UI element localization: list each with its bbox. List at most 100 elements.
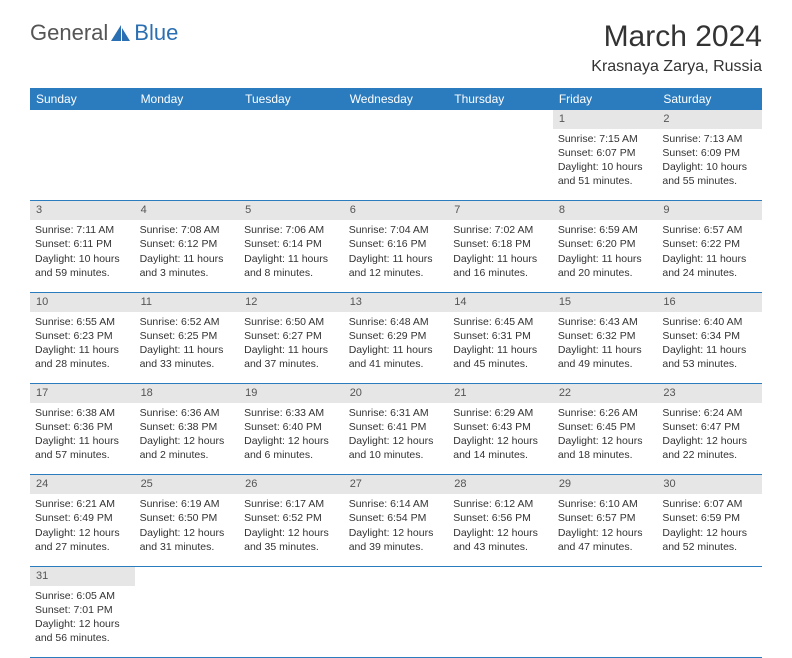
day-cell: Sunrise: 6:07 AMSunset: 6:59 PMDaylight:… [657, 494, 762, 566]
logo-text-blue: Blue [134, 20, 178, 46]
day-number: 25 [135, 475, 240, 494]
daylight-line-1: Daylight: 10 hours [558, 160, 653, 174]
day-cell [135, 129, 240, 201]
daylight-line-1: Daylight: 11 hours [140, 343, 235, 357]
sunrise-line: Sunrise: 6:12 AM [453, 497, 548, 511]
day-number [135, 566, 240, 585]
sunset-line: Sunset: 6:36 PM [35, 420, 130, 434]
day-cell: Sunrise: 6:38 AMSunset: 6:36 PMDaylight:… [30, 403, 135, 475]
sunset-line: Sunset: 6:43 PM [453, 420, 548, 434]
sunrise-line: Sunrise: 6:50 AM [244, 315, 339, 329]
daylight-line-1: Daylight: 12 hours [453, 434, 548, 448]
daylight-line-2: and 18 minutes. [558, 448, 653, 462]
sunset-line: Sunset: 6:07 PM [558, 146, 653, 160]
sunrise-line: Sunrise: 6:05 AM [35, 589, 130, 603]
daylight-line-2: and 37 minutes. [244, 357, 339, 371]
sunrise-line: Sunrise: 6:59 AM [558, 223, 653, 237]
daylight-line-2: and 55 minutes. [662, 174, 757, 188]
day-cell: Sunrise: 6:43 AMSunset: 6:32 PMDaylight:… [553, 312, 658, 384]
daylight-line-2: and 22 minutes. [662, 448, 757, 462]
day-number: 16 [657, 292, 762, 311]
daylight-line-2: and 51 minutes. [558, 174, 653, 188]
sunset-line: Sunset: 6:20 PM [558, 237, 653, 251]
day-cell [448, 586, 553, 658]
weekday-header: Tuesday [239, 88, 344, 110]
sunrise-line: Sunrise: 7:04 AM [349, 223, 444, 237]
day-number [657, 566, 762, 585]
day-cell: Sunrise: 6:19 AMSunset: 6:50 PMDaylight:… [135, 494, 240, 566]
daylight-line-1: Daylight: 12 hours [140, 434, 235, 448]
day-cell: Sunrise: 7:06 AMSunset: 6:14 PMDaylight:… [239, 220, 344, 292]
sunrise-line: Sunrise: 6:52 AM [140, 315, 235, 329]
day-cell: Sunrise: 7:11 AMSunset: 6:11 PMDaylight:… [30, 220, 135, 292]
daylight-line-2: and 35 minutes. [244, 540, 339, 554]
day-content-row: Sunrise: 7:11 AMSunset: 6:11 PMDaylight:… [30, 220, 762, 292]
daylight-line-2: and 6 minutes. [244, 448, 339, 462]
daylight-line-2: and 43 minutes. [453, 540, 548, 554]
day-cell: Sunrise: 6:40 AMSunset: 6:34 PMDaylight:… [657, 312, 762, 384]
daylight-line-1: Daylight: 11 hours [140, 252, 235, 266]
day-number: 22 [553, 384, 658, 403]
day-cell [553, 586, 658, 658]
sunrise-line: Sunrise: 7:15 AM [558, 132, 653, 146]
sunset-line: Sunset: 6:09 PM [662, 146, 757, 160]
day-number-row: 17181920212223 [30, 384, 762, 403]
sunset-line: Sunset: 6:38 PM [140, 420, 235, 434]
day-number: 24 [30, 475, 135, 494]
day-cell [135, 586, 240, 658]
sunset-line: Sunset: 6:52 PM [244, 511, 339, 525]
sunrise-line: Sunrise: 6:17 AM [244, 497, 339, 511]
daylight-line-1: Daylight: 12 hours [140, 526, 235, 540]
day-number: 14 [448, 292, 553, 311]
day-cell: Sunrise: 6:05 AMSunset: 7:01 PMDaylight:… [30, 586, 135, 658]
daylight-line-1: Daylight: 11 hours [244, 252, 339, 266]
day-number: 4 [135, 201, 240, 220]
day-cell [344, 586, 449, 658]
daylight-line-2: and 31 minutes. [140, 540, 235, 554]
daylight-line-1: Daylight: 12 hours [349, 434, 444, 448]
day-number [553, 566, 658, 585]
sunrise-line: Sunrise: 6:21 AM [35, 497, 130, 511]
day-number: 18 [135, 384, 240, 403]
sunrise-line: Sunrise: 7:13 AM [662, 132, 757, 146]
day-number: 30 [657, 475, 762, 494]
daylight-line-2: and 59 minutes. [35, 266, 130, 280]
daylight-line-2: and 33 minutes. [140, 357, 235, 371]
daylight-line-1: Daylight: 10 hours [662, 160, 757, 174]
sunrise-line: Sunrise: 6:57 AM [662, 223, 757, 237]
sunset-line: Sunset: 6:16 PM [349, 237, 444, 251]
day-number: 11 [135, 292, 240, 311]
day-number: 15 [553, 292, 658, 311]
sunset-line: Sunset: 6:57 PM [558, 511, 653, 525]
logo-text-general: General [30, 20, 108, 46]
day-number-row: 12 [30, 110, 762, 129]
daylight-line-2: and 14 minutes. [453, 448, 548, 462]
day-cell [30, 129, 135, 201]
day-number [30, 110, 135, 129]
logo: General Blue [30, 20, 178, 46]
weekday-header: Monday [135, 88, 240, 110]
daylight-line-2: and 27 minutes. [35, 540, 130, 554]
day-cell: Sunrise: 6:12 AMSunset: 6:56 PMDaylight:… [448, 494, 553, 566]
daylight-line-1: Daylight: 12 hours [244, 434, 339, 448]
day-cell: Sunrise: 6:29 AMSunset: 6:43 PMDaylight:… [448, 403, 553, 475]
sunrise-line: Sunrise: 6:31 AM [349, 406, 444, 420]
day-number: 13 [344, 292, 449, 311]
day-number [448, 566, 553, 585]
daylight-line-1: Daylight: 11 hours [35, 434, 130, 448]
day-number: 5 [239, 201, 344, 220]
daylight-line-2: and 45 minutes. [453, 357, 548, 371]
day-number: 9 [657, 201, 762, 220]
daylight-line-1: Daylight: 12 hours [453, 526, 548, 540]
day-cell: Sunrise: 6:50 AMSunset: 6:27 PMDaylight:… [239, 312, 344, 384]
day-cell: Sunrise: 6:36 AMSunset: 6:38 PMDaylight:… [135, 403, 240, 475]
day-number: 20 [344, 384, 449, 403]
sunset-line: Sunset: 6:40 PM [244, 420, 339, 434]
sunset-line: Sunset: 6:31 PM [453, 329, 548, 343]
day-number [239, 566, 344, 585]
day-cell: Sunrise: 6:17 AMSunset: 6:52 PMDaylight:… [239, 494, 344, 566]
location-label: Krasnaya Zarya, Russia [591, 58, 762, 76]
day-number: 19 [239, 384, 344, 403]
daylight-line-2: and 12 minutes. [349, 266, 444, 280]
daylight-line-1: Daylight: 11 hours [35, 343, 130, 357]
